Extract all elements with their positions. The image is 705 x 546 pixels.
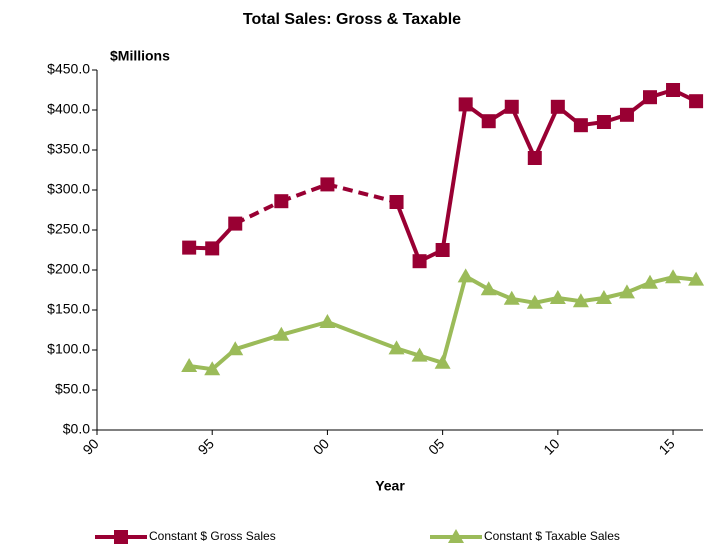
marker: [526, 294, 543, 309]
y-tick-label: $250.0: [47, 221, 90, 237]
y-tick-label: $400.0: [47, 101, 90, 117]
marker: [572, 293, 589, 308]
marker: [573, 118, 588, 133]
y-tick-label: $300.0: [47, 181, 90, 197]
marker: [227, 341, 244, 356]
legend-marker: [114, 530, 128, 544]
line-segment: [326, 182, 398, 204]
marker: [389, 195, 404, 209]
marker: [666, 83, 681, 97]
line-segment: [326, 320, 398, 351]
marker: [618, 284, 635, 299]
marker: [412, 254, 427, 269]
marker: [274, 194, 289, 209]
y-tick-label: $200.0: [47, 261, 90, 277]
marker: [204, 361, 221, 376]
marker: [320, 177, 335, 192]
marker: [457, 268, 474, 283]
marker: [273, 326, 290, 341]
line-segment: [440, 104, 468, 251]
legend-label: Constant $ Gross Sales: [149, 529, 276, 543]
x-tick-label: 95: [195, 435, 217, 457]
marker: [480, 281, 497, 296]
marker: [527, 151, 542, 165]
y-tick-label: $100.0: [47, 341, 90, 357]
marker: [688, 271, 705, 286]
marker: [550, 99, 565, 114]
marker: [503, 290, 520, 305]
x-tick-label: 10: [540, 435, 562, 457]
line-segment: [234, 332, 282, 352]
y-tick-label: $50.0: [55, 381, 90, 397]
x-tick-label: 05: [425, 435, 447, 457]
marker: [181, 358, 198, 372]
line-segment: [440, 275, 468, 364]
y-tick-label: $0.0: [63, 421, 90, 437]
y-unit-label: $Millions: [110, 48, 170, 64]
line-segment: [394, 201, 422, 262]
marker: [665, 269, 682, 284]
marker: [643, 90, 658, 105]
legend-marker: [448, 529, 464, 543]
marker: [595, 290, 612, 304]
chart-title: Total Sales: Gross & Taxable: [243, 11, 461, 28]
marker: [481, 114, 496, 129]
marker: [228, 216, 243, 231]
marker: [182, 240, 197, 255]
marker: [388, 340, 405, 355]
marker: [205, 241, 220, 256]
x-tick-label: 00: [310, 435, 332, 457]
marker: [458, 97, 473, 112]
x-axis-label: Year: [375, 478, 405, 494]
marker: [435, 243, 450, 257]
marker: [642, 274, 659, 289]
y-tick-label: $450.0: [47, 61, 90, 77]
legend-label: Constant $ Taxable Sales: [484, 529, 620, 543]
marker: [319, 314, 336, 328]
y-tick-label: $150.0: [47, 301, 90, 317]
marker: [411, 347, 428, 362]
marker: [619, 107, 634, 122]
y-tick-label: $350.0: [47, 141, 90, 157]
x-tick-label: 15: [655, 435, 677, 457]
line-segment: [280, 320, 328, 337]
line-segment: [509, 105, 537, 159]
line-segment: [234, 199, 283, 226]
marker: [689, 94, 704, 109]
marker: [504, 99, 519, 114]
marker: [596, 115, 611, 129]
x-tick-label: 90: [79, 435, 101, 457]
marker: [549, 290, 566, 304]
line-segment: [280, 182, 329, 204]
line-segment: [532, 105, 560, 159]
marker: [434, 354, 451, 369]
